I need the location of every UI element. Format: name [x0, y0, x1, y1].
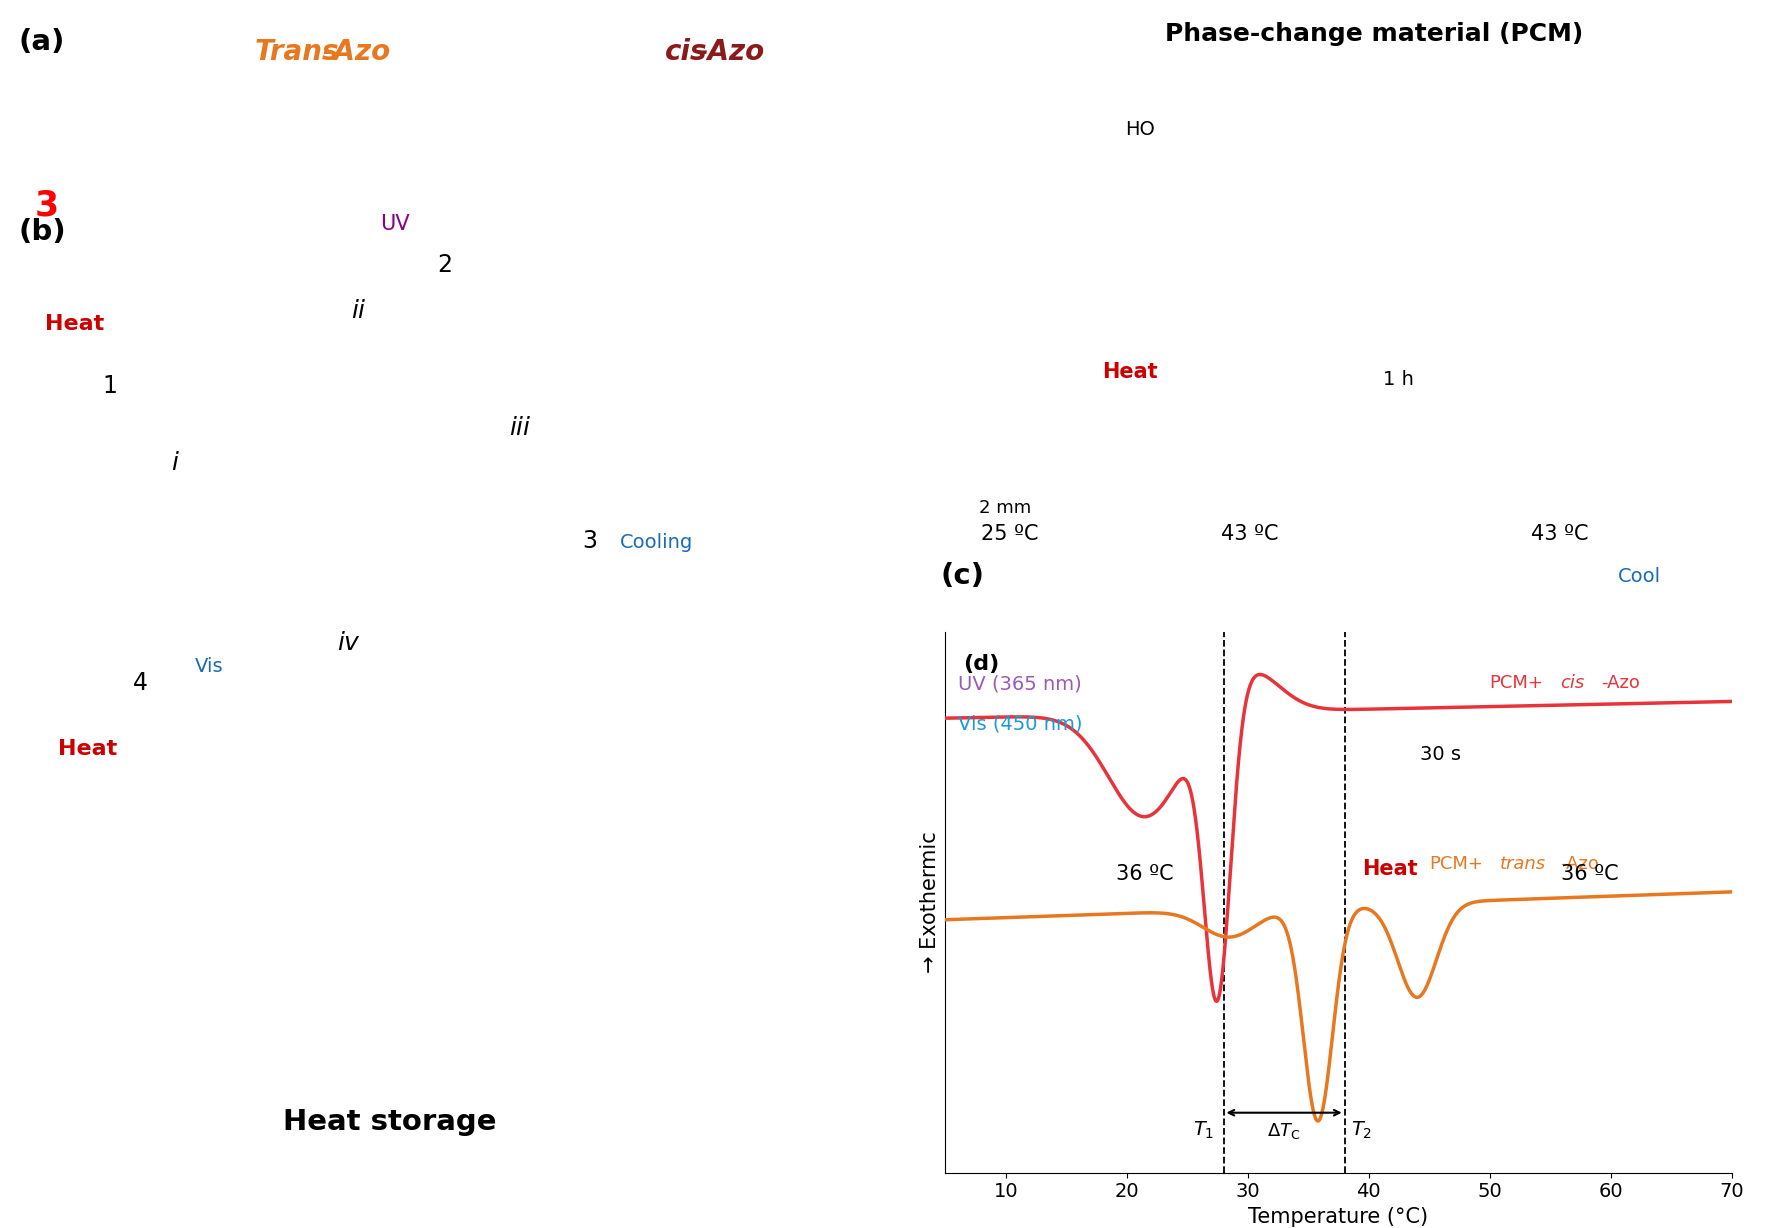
Text: 1 h: 1 h — [1382, 370, 1414, 389]
Text: iii: iii — [509, 416, 530, 440]
Text: Vis: Vis — [194, 657, 224, 675]
Text: Heat: Heat — [58, 739, 118, 759]
Text: 1: 1 — [102, 375, 117, 398]
Text: trans: trans — [1500, 855, 1546, 873]
Text: cis: cis — [1560, 674, 1585, 693]
Text: 36 ºC: 36 ºC — [1562, 865, 1619, 884]
Text: 3: 3 — [35, 188, 58, 222]
Text: 2: 2 — [438, 253, 452, 278]
Text: Heat: Heat — [1103, 362, 1157, 382]
Text: PCM+: PCM+ — [1490, 674, 1544, 693]
Text: Vis (450 nm): Vis (450 nm) — [958, 715, 1083, 734]
Text: -Azo: -Azo — [1601, 674, 1640, 693]
Text: -Azo: -Azo — [322, 38, 391, 66]
Text: Heat: Heat — [46, 314, 104, 334]
Text: PCM+: PCM+ — [1430, 855, 1483, 873]
Text: 43 ºC: 43 ºC — [1221, 524, 1279, 544]
Text: -Azo: -Azo — [696, 38, 765, 66]
Text: 2 mm: 2 mm — [979, 499, 1032, 517]
Text: (b): (b) — [18, 219, 65, 246]
Text: 4: 4 — [133, 670, 147, 695]
Text: 30 s: 30 s — [1419, 745, 1461, 764]
Text: 3: 3 — [583, 529, 597, 553]
Text: UV (365 nm): UV (365 nm) — [958, 675, 1081, 694]
Text: i: i — [171, 451, 178, 475]
Text: 36 ºC: 36 ºC — [1117, 865, 1173, 884]
Text: Cooling: Cooling — [620, 533, 693, 553]
Text: Heat storage: Heat storage — [283, 1108, 497, 1136]
Text: (c): (c) — [940, 562, 984, 589]
Text: cis: cis — [664, 38, 707, 66]
Text: $\Delta T_\mathrm{C}$: $\Delta T_\mathrm{C}$ — [1267, 1121, 1301, 1141]
Text: iv: iv — [337, 631, 359, 655]
Text: $T_1$: $T_1$ — [1193, 1120, 1214, 1141]
Text: (d): (d) — [963, 653, 1000, 674]
Text: $T_2$: $T_2$ — [1350, 1120, 1371, 1141]
Text: Trans: Trans — [254, 38, 339, 66]
Text: UV: UV — [380, 214, 410, 235]
Text: HO: HO — [1126, 120, 1156, 139]
X-axis label: Temperature (°C): Temperature (°C) — [1249, 1207, 1428, 1227]
Text: Heat: Heat — [1362, 860, 1417, 879]
Text: -Azo: -Azo — [1560, 855, 1599, 873]
Y-axis label: → Exothermic: → Exothermic — [921, 831, 940, 974]
Text: ii: ii — [352, 298, 366, 323]
Text: (a): (a) — [18, 28, 64, 56]
Text: 43 ºC: 43 ºC — [1532, 524, 1589, 544]
Text: Phase-change material (PCM): Phase-change material (PCM) — [1164, 22, 1583, 45]
Text: 25 ºC: 25 ºC — [981, 524, 1039, 544]
Text: Cool: Cool — [1619, 567, 1661, 586]
